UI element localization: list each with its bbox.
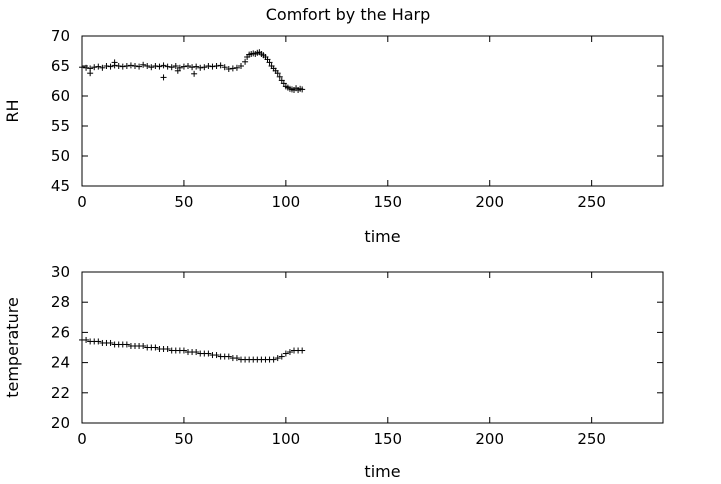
x-tick-label: 100 (272, 430, 301, 448)
y-tick-label: 26 (51, 323, 70, 341)
data-point (79, 64, 85, 71)
data-point (238, 63, 245, 69)
data-point (197, 64, 204, 71)
y-axis-label: temperature (3, 297, 22, 398)
x-tick-label: 50 (174, 430, 193, 448)
x-tick-label: 250 (577, 193, 606, 211)
x-tick-label: 50 (174, 193, 193, 211)
x-tick-label: 250 (577, 430, 606, 448)
x-axis-label: time (364, 462, 400, 481)
data-point (191, 70, 198, 77)
data-point (123, 63, 130, 69)
data-point (233, 355, 240, 362)
data-point (205, 350, 212, 357)
data-point (172, 63, 179, 69)
data-point (152, 63, 159, 69)
data-point (83, 64, 90, 71)
x-tick-label: 0 (77, 430, 87, 448)
data-point (266, 59, 273, 66)
data-point (95, 63, 102, 70)
data-point (282, 350, 289, 357)
data-point (140, 61, 147, 68)
data-point (193, 349, 200, 356)
data-point (180, 63, 187, 70)
y-tick-label: 24 (51, 354, 70, 372)
data-point (119, 63, 126, 70)
y-tick-label: 50 (51, 147, 70, 165)
data-point (299, 86, 306, 93)
data-point (107, 339, 114, 346)
data-point (160, 62, 167, 69)
x-tick-label: 200 (475, 430, 504, 448)
data-point (95, 338, 102, 345)
data-point (140, 342, 147, 349)
y-tick-label: 20 (51, 414, 70, 432)
data-point (213, 63, 220, 69)
data-point (189, 64, 196, 71)
data-point (160, 74, 167, 81)
data-point (148, 64, 155, 71)
data-point (205, 63, 212, 69)
y-tick-label: 45 (51, 177, 70, 195)
data-point (144, 63, 151, 69)
data-point (225, 66, 232, 72)
y-tick-label: 70 (51, 27, 70, 45)
data-point (123, 341, 130, 348)
data-point (91, 64, 98, 71)
data-point (168, 64, 175, 71)
x-axis-label: time (364, 227, 400, 246)
plot-frame-1 (81, 35, 664, 187)
y-tick-label: 30 (51, 263, 70, 281)
x-tick-label: 100 (272, 193, 301, 211)
data-point (136, 63, 143, 70)
data-point (274, 355, 281, 362)
data-point (156, 63, 163, 70)
data-point (132, 63, 139, 69)
data-point (229, 65, 236, 72)
y-tick-label: 55 (51, 117, 70, 135)
data-point (299, 347, 306, 354)
y-tick-label: 22 (51, 384, 70, 402)
data-point (193, 63, 200, 70)
data-point (209, 63, 216, 70)
y-tick-label: 28 (51, 293, 70, 311)
data-point (201, 64, 208, 71)
data-point (274, 70, 281, 77)
y-tick-label: 65 (51, 57, 70, 75)
data-point (221, 64, 228, 71)
data-point (213, 352, 220, 359)
data-point (99, 64, 106, 71)
data-point (185, 63, 192, 69)
data-point (174, 67, 181, 74)
x-tick-label: 150 (373, 430, 402, 448)
x-tick-label: 150 (373, 193, 402, 211)
data-point (83, 336, 90, 343)
data-point (180, 347, 187, 354)
data-point (286, 349, 293, 356)
y-axis-label: RH (3, 99, 22, 122)
y-tick-label: 60 (51, 87, 70, 105)
data-point (270, 356, 277, 363)
data-point (242, 58, 249, 65)
data-point (233, 64, 240, 71)
data-point (87, 70, 94, 77)
plot-frame-2 (81, 271, 664, 424)
data-point (225, 353, 232, 360)
data-point (111, 59, 118, 66)
data-point (103, 63, 110, 69)
data-point (276, 73, 283, 80)
data-point (107, 63, 114, 70)
data-point (115, 63, 122, 69)
chart-title: Comfort by the Harp (266, 5, 431, 24)
data-point (164, 63, 171, 70)
x-tick-label: 0 (77, 193, 87, 211)
data-point (164, 346, 171, 353)
data-point (217, 62, 224, 69)
data-point (127, 62, 134, 69)
x-tick-label: 200 (475, 193, 504, 211)
data-point (152, 344, 159, 351)
data-point (278, 353, 285, 360)
